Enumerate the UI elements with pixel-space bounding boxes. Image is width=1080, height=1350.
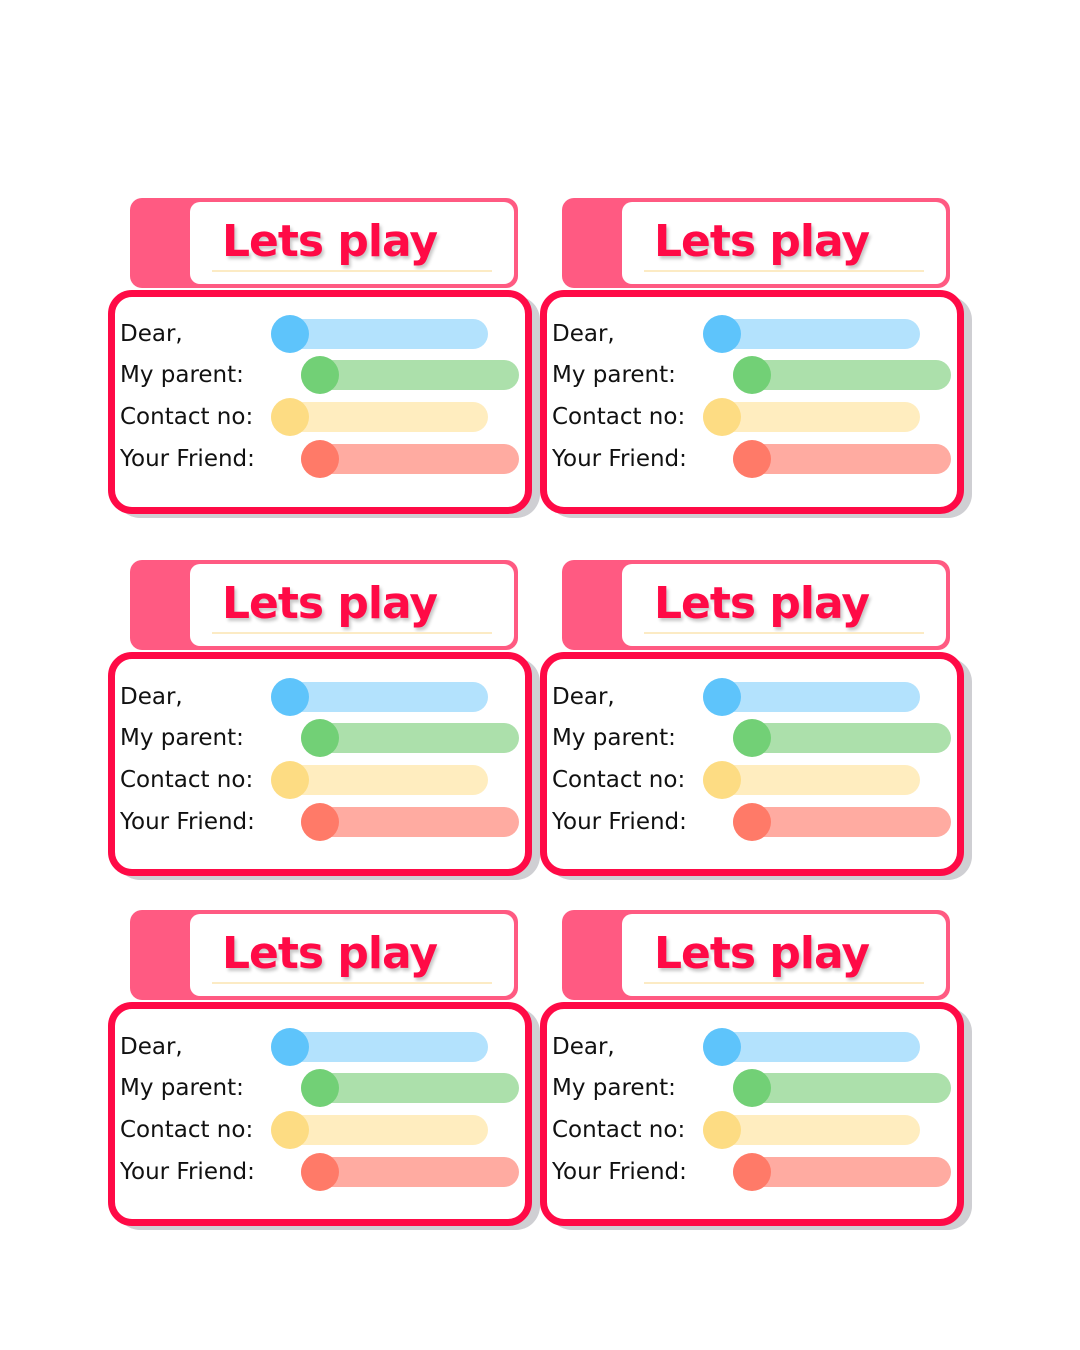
card-title: Lets play	[222, 928, 438, 979]
bullet-dot-red	[301, 1153, 339, 1191]
bullet-dot-red	[733, 440, 771, 478]
field-row-contact: Contact no:	[108, 398, 548, 436]
bullet-dot-green	[301, 719, 339, 757]
field-row-parent: My parent:	[540, 719, 980, 757]
field-row-parent: My parent:	[540, 356, 980, 394]
bullet-dot-red	[301, 803, 339, 841]
field-label: Your Friend:	[552, 1159, 687, 1185]
bullet-dot-yellow	[271, 1111, 309, 1149]
field-label: Dear,	[552, 321, 615, 347]
bullet-dot-blue	[703, 315, 741, 353]
field-row-friend: Your Friend:	[108, 440, 548, 478]
card-title: Lets play	[222, 216, 438, 267]
name-tag-card: Lets play Dear, My parent: Contact no: Y…	[108, 910, 540, 1240]
field-row-friend: Your Friend:	[540, 440, 980, 478]
field-row-parent: My parent:	[540, 1069, 980, 1107]
field-row-dear: Dear,	[540, 678, 980, 716]
field-label: Your Friend:	[120, 1159, 255, 1185]
field-row-parent: My parent:	[108, 1069, 548, 1107]
field-row-contact: Contact no:	[108, 761, 548, 799]
bullet-dot-yellow	[703, 761, 741, 799]
bullet-dot-red	[733, 1153, 771, 1191]
field-label: My parent:	[120, 725, 244, 751]
field-label: Contact no:	[552, 404, 686, 430]
bullet-dot-green	[301, 1069, 339, 1107]
bullet-dot-green	[733, 1069, 771, 1107]
bullet-dot-yellow	[271, 398, 309, 436]
field-label: Dear,	[120, 1034, 183, 1060]
field-label: Dear,	[552, 1034, 615, 1060]
card-title: Lets play	[654, 928, 870, 979]
field-row-friend: Your Friend:	[540, 803, 980, 841]
bullet-dot-blue	[271, 315, 309, 353]
bullet-dot-green	[733, 719, 771, 757]
field-row-contact: Contact no:	[540, 398, 980, 436]
field-label: Dear,	[552, 684, 615, 710]
bullet-dot-green	[733, 356, 771, 394]
bullet-dot-blue	[703, 678, 741, 716]
field-label: Contact no:	[120, 767, 254, 793]
field-row-dear: Dear,	[108, 1028, 548, 1066]
name-tag-card: Lets play Dear, My parent: Contact no: Y…	[540, 910, 972, 1240]
field-label: My parent:	[552, 1075, 676, 1101]
title-underline	[212, 982, 492, 984]
field-row-dear: Dear,	[540, 1028, 980, 1066]
field-row-dear: Dear,	[108, 315, 548, 353]
bullet-dot-blue	[271, 1028, 309, 1066]
title-underline	[644, 982, 924, 984]
field-label: Contact no:	[120, 1117, 254, 1143]
bullet-dot-yellow	[271, 761, 309, 799]
field-label: Dear,	[120, 684, 183, 710]
field-row-friend: Your Friend:	[540, 1153, 980, 1191]
field-row-contact: Contact no:	[108, 1111, 548, 1149]
field-row-contact: Contact no:	[540, 761, 980, 799]
field-label: Your Friend:	[552, 446, 687, 472]
name-tag-card: Lets play Dear, My parent: Contact no: Y…	[108, 560, 540, 890]
bullet-dot-green	[301, 356, 339, 394]
card-title: Lets play	[654, 578, 870, 629]
field-label: My parent:	[120, 1075, 244, 1101]
field-label: Your Friend:	[120, 809, 255, 835]
card-title: Lets play	[222, 578, 438, 629]
field-row-dear: Dear,	[108, 678, 548, 716]
bullet-dot-blue	[703, 1028, 741, 1066]
field-row-friend: Your Friend:	[108, 803, 548, 841]
field-label: Contact no:	[120, 404, 254, 430]
card-title: Lets play	[654, 216, 870, 267]
field-label: My parent:	[120, 362, 244, 388]
name-tag-card: Lets play Dear, My parent: Contact no: Y…	[540, 198, 972, 528]
field-label: My parent:	[552, 362, 676, 388]
field-label: Your Friend:	[552, 809, 687, 835]
field-row-friend: Your Friend:	[108, 1153, 548, 1191]
title-underline	[644, 632, 924, 634]
title-underline	[644, 270, 924, 272]
name-tag-card: Lets play Dear, My parent: Contact no: Y…	[540, 560, 972, 890]
bullet-dot-yellow	[703, 398, 741, 436]
bullet-dot-red	[733, 803, 771, 841]
name-tag-card: Lets play Dear, My parent: Contact no: Y…	[108, 198, 540, 528]
field-label: Contact no:	[552, 767, 686, 793]
field-label: Contact no:	[552, 1117, 686, 1143]
field-row-parent: My parent:	[108, 356, 548, 394]
field-label: Dear,	[120, 321, 183, 347]
bullet-dot-red	[301, 440, 339, 478]
field-label: Your Friend:	[120, 446, 255, 472]
title-underline	[212, 632, 492, 634]
title-underline	[212, 270, 492, 272]
field-row-contact: Contact no:	[540, 1111, 980, 1149]
bullet-dot-blue	[271, 678, 309, 716]
field-row-parent: My parent:	[108, 719, 548, 757]
field-row-dear: Dear,	[540, 315, 980, 353]
field-label: My parent:	[552, 725, 676, 751]
bullet-dot-yellow	[703, 1111, 741, 1149]
